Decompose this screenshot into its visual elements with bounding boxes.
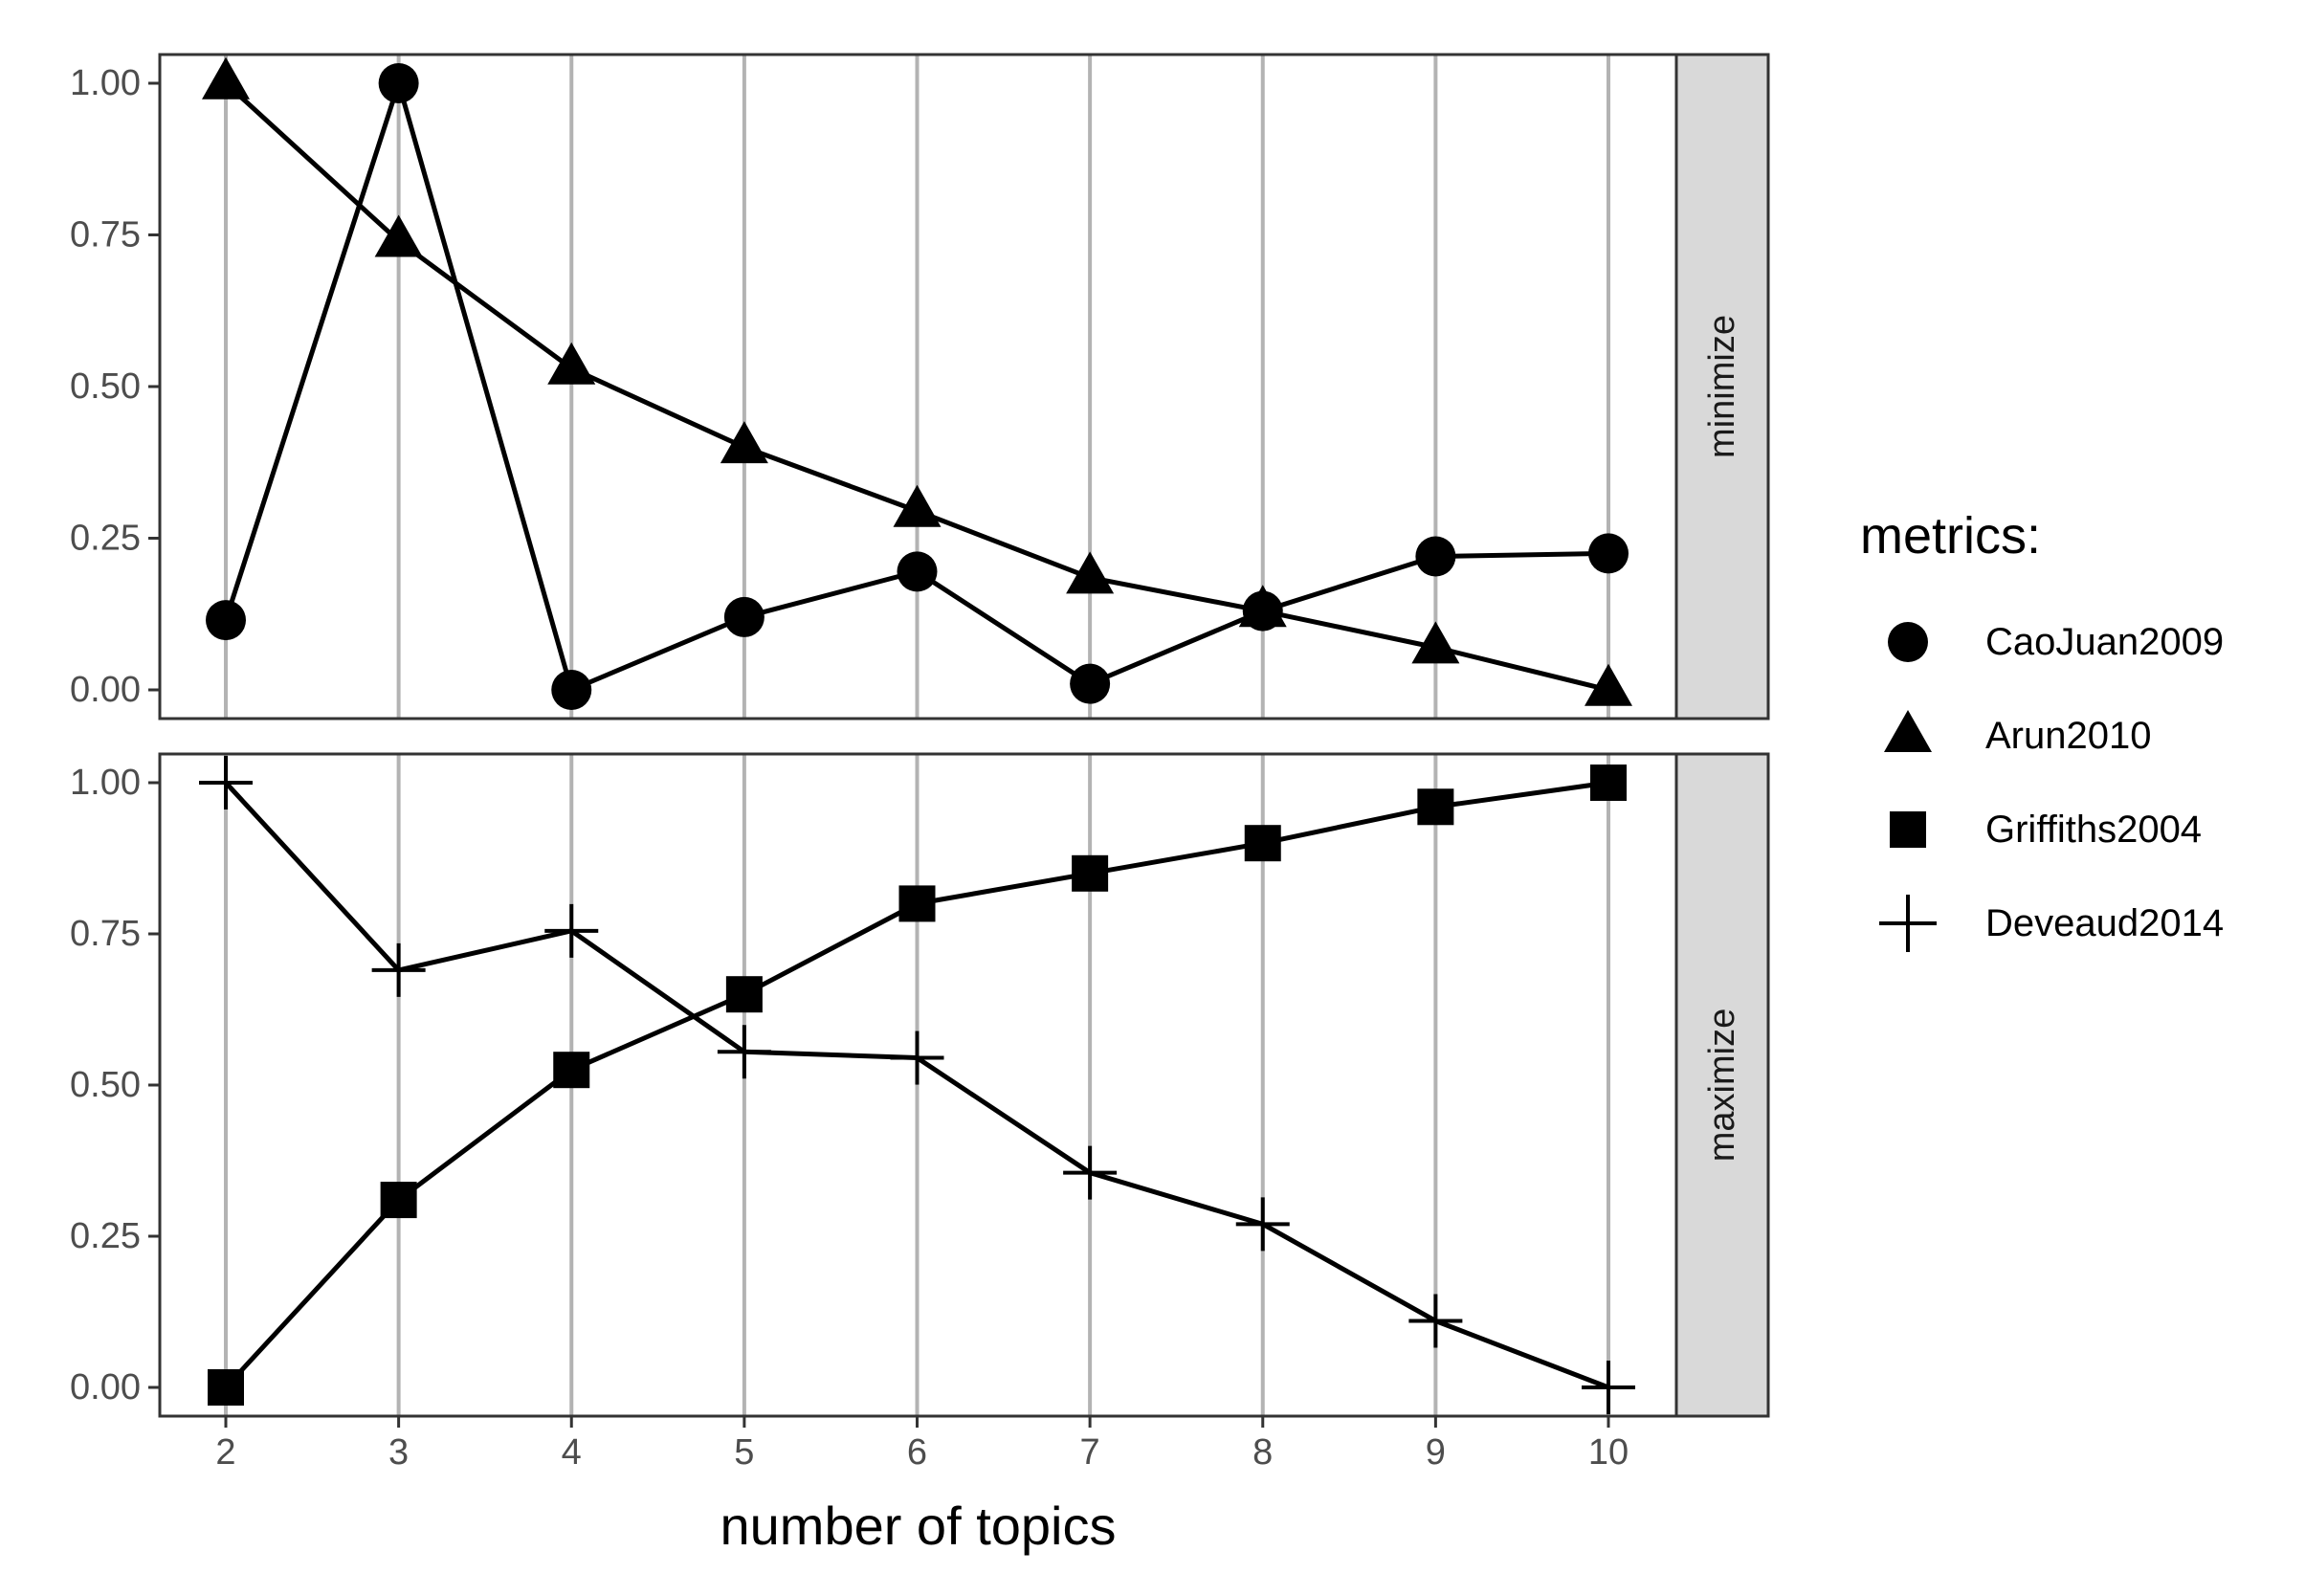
legend-key-CaoJuan2009	[1888, 622, 1928, 662]
legend-title: metrics:	[1860, 507, 2041, 565]
legend-label-Arun2010: Arun2010	[1985, 715, 2151, 757]
legend: metrics: CaoJuan2009 Arun2010 Griffiths2004…	[1860, 507, 2224, 952]
legend-label-Deveaud2014: Deveaud2014	[1985, 902, 2224, 944]
x-tick-label: 2	[215, 1432, 235, 1473]
point-CaoJuan2009-2	[206, 600, 246, 641]
y-tick-label: 0.50	[70, 1065, 141, 1105]
x-tick-label: 5	[734, 1432, 754, 1473]
point-Deveaud2014-2	[199, 756, 253, 809]
facet-strip-label: maximize	[1702, 1009, 1742, 1162]
point-Griffiths2004-2	[208, 1369, 244, 1406]
point-CaoJuan2009-6	[897, 551, 938, 592]
legend-label-Griffiths2004: Griffiths2004	[1985, 809, 2202, 851]
point-Griffiths2004-8	[1244, 825, 1281, 862]
x-tick-label: 7	[1080, 1432, 1100, 1473]
point-Griffiths2004-7	[1072, 854, 1109, 892]
legend-key-Deveaud2014	[1879, 895, 1937, 952]
point-Deveaud2014-7	[1063, 1145, 1118, 1200]
facet-strip-label: minimize	[1702, 315, 1742, 458]
point-CaoJuan2009-3	[378, 63, 419, 103]
point-Deveaud2014-5	[717, 1025, 771, 1079]
point-Arun2010-7	[1066, 551, 1115, 594]
y-tick-label: 0.75	[70, 215, 141, 255]
legend-key-Griffiths2004	[1890, 811, 1926, 848]
x-tick-label: 8	[1252, 1432, 1273, 1473]
y-tick-label: 0.25	[70, 1216, 141, 1256]
point-Deveaud2014-6	[890, 1031, 944, 1085]
y-tick-label: 0.50	[70, 366, 141, 407]
point-Arun2010-10	[1585, 663, 1632, 706]
point-CaoJuan2009-10	[1588, 533, 1629, 574]
y-tick-label: 0.00	[70, 670, 141, 710]
point-Arun2010-3	[374, 214, 423, 257]
point-CaoJuan2009-5	[723, 596, 765, 637]
point-Arun2010-2	[202, 56, 250, 100]
point-Arun2010-4	[547, 342, 596, 385]
point-Griffiths2004-4	[553, 1052, 590, 1089]
facet-strip	[1674, 752, 1770, 1418]
y-tick-label: 0.25	[70, 519, 141, 559]
y-tick-label: 0.75	[70, 914, 141, 954]
point-Griffiths2004-10	[1590, 765, 1627, 801]
point-CaoJuan2009-9	[1415, 536, 1456, 577]
legend-key-Arun2010	[1884, 710, 1932, 752]
y-tick-label: 0.00	[70, 1367, 141, 1408]
point-Arun2010-9	[1411, 621, 1460, 664]
x-tick-label: 6	[907, 1432, 927, 1473]
point-Griffiths2004-5	[725, 976, 763, 1013]
x-tick-label: 4	[562, 1432, 582, 1473]
point-Griffiths2004-6	[898, 885, 936, 922]
panel-maximize: maximize 0.00 0.25 0.50 0.75 1.00	[70, 752, 1770, 1418]
point-Griffiths2004-3	[380, 1182, 417, 1219]
x-tick-label: 10	[1588, 1432, 1629, 1473]
point-Deveaud2014-10	[1582, 1361, 1635, 1414]
panel-minimize: minimize 0.00 0.25 0.50 0.75 1.00	[70, 53, 1770, 720]
point-Deveaud2014-8	[1235, 1197, 1290, 1252]
point-Griffiths2004-9	[1417, 788, 1454, 826]
point-Deveaud2014-9	[1408, 1294, 1463, 1348]
x-tick-label: 9	[1426, 1432, 1446, 1473]
point-Arun2010-6	[893, 484, 942, 527]
x-axis-title: number of topics	[720, 1496, 1117, 1556]
x-tick-label: 3	[388, 1432, 409, 1473]
point-Deveaud2014-3	[371, 942, 426, 997]
y-tick-label: 1.00	[70, 63, 141, 103]
point-CaoJuan2009-4	[551, 670, 592, 710]
point-Arun2010-8	[1238, 585, 1287, 628]
y-tick-label: 1.00	[70, 763, 141, 803]
point-CaoJuan2009-7	[1070, 663, 1111, 704]
facet-strip	[1674, 53, 1770, 720]
legend-label-CaoJuan2009: CaoJuan2009	[1985, 621, 2224, 663]
point-Deveaud2014-4	[544, 903, 599, 958]
point-Arun2010-5	[720, 421, 768, 464]
